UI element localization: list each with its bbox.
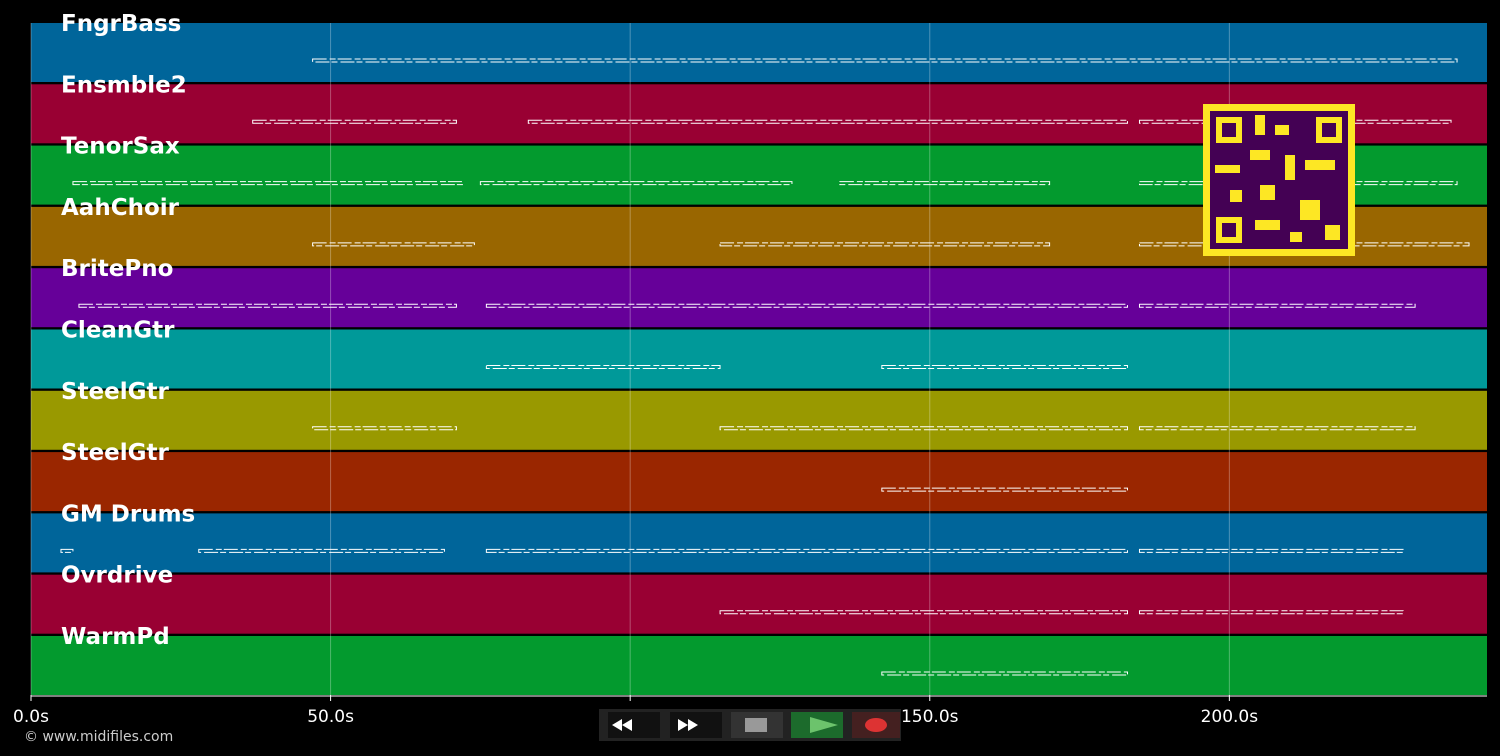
note-region xyxy=(527,119,1128,124)
note-region xyxy=(1138,610,1404,615)
track-name: Ensmble2 xyxy=(61,72,187,98)
track-name: Ovrdrive xyxy=(61,563,173,589)
track-band xyxy=(31,329,1487,389)
track-name: AahChoir xyxy=(61,195,180,221)
track-name: TenorSax xyxy=(61,134,180,160)
track-name: GM Drums xyxy=(61,501,195,527)
note-region xyxy=(881,671,1128,676)
track-name: SteelGtr xyxy=(61,379,170,405)
track-band xyxy=(31,390,1487,450)
track-band xyxy=(31,574,1487,634)
track-name: BritePno xyxy=(61,256,173,282)
note-region xyxy=(881,365,1128,369)
note-region xyxy=(479,181,793,186)
note-region xyxy=(1138,303,1416,308)
record-button[interactable] xyxy=(852,712,900,738)
note-region xyxy=(485,548,1128,553)
track-band xyxy=(31,636,1487,695)
footer: © www.midifiles.com xyxy=(24,729,173,745)
stop-button[interactable] xyxy=(731,712,783,738)
track-band xyxy=(31,268,1487,328)
note-region xyxy=(312,426,457,431)
note-region xyxy=(881,487,1128,492)
note-region xyxy=(60,548,74,553)
note-region xyxy=(72,181,463,186)
x-tick-label: 0.0s xyxy=(13,707,49,727)
track-name: SteelGtr xyxy=(61,440,170,466)
forward-button[interactable] xyxy=(670,712,722,738)
track-name: CleanGtr xyxy=(61,318,175,344)
track-name: WarmPd xyxy=(61,624,170,650)
track-band xyxy=(31,23,1487,82)
note-region xyxy=(198,548,445,553)
note-region xyxy=(1138,548,1404,553)
x-tick-label: 200.0s xyxy=(1201,707,1259,727)
note-region xyxy=(719,242,1051,247)
note-region xyxy=(78,303,457,308)
track-name: FngrBass xyxy=(61,11,181,37)
track-band xyxy=(31,452,1487,512)
note-region xyxy=(485,303,1128,308)
note-region xyxy=(485,365,721,369)
track-band xyxy=(31,513,1487,573)
x-tick-label: 50.0s xyxy=(307,707,354,727)
note-region xyxy=(312,242,475,247)
note-region xyxy=(719,426,1128,431)
qr-code xyxy=(1203,104,1355,256)
note-region xyxy=(839,181,1051,186)
x-tick-label: 150.0s xyxy=(901,707,959,727)
note-region xyxy=(719,610,1128,615)
note-region xyxy=(312,58,1458,63)
note-region xyxy=(1138,426,1416,431)
rewind-button[interactable] xyxy=(608,712,660,738)
play-button[interactable] xyxy=(791,712,843,738)
note-region xyxy=(252,119,457,124)
